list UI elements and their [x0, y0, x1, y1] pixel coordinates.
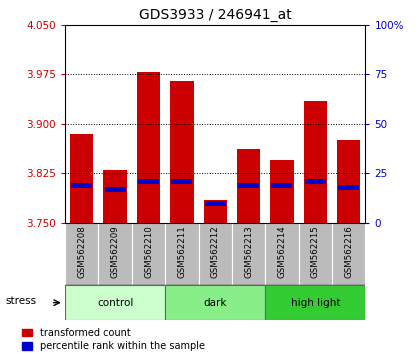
Bar — [165, 223, 199, 285]
Text: GSM562216: GSM562216 — [344, 225, 353, 278]
Title: GDS3933 / 246941_at: GDS3933 / 246941_at — [139, 8, 291, 22]
Bar — [238, 183, 259, 188]
Legend: transformed count, percentile rank within the sample: transformed count, percentile rank withi… — [21, 327, 206, 352]
Text: GSM562212: GSM562212 — [211, 225, 220, 278]
Bar — [171, 179, 192, 184]
Bar — [299, 223, 332, 285]
Bar — [332, 223, 365, 285]
Text: GSM562210: GSM562210 — [144, 225, 153, 278]
Bar — [170, 81, 194, 223]
Bar — [305, 179, 326, 184]
Text: dark: dark — [204, 298, 227, 308]
Text: GSM562208: GSM562208 — [77, 225, 86, 278]
Bar — [137, 72, 160, 223]
Text: control: control — [97, 298, 133, 308]
Bar — [337, 141, 360, 223]
Bar — [265, 223, 299, 285]
Text: stress: stress — [5, 296, 37, 306]
Bar — [103, 170, 127, 223]
Text: high light: high light — [291, 298, 340, 308]
Bar — [204, 200, 227, 223]
Bar — [98, 223, 132, 285]
Bar — [132, 223, 165, 285]
Text: GSM562209: GSM562209 — [110, 225, 120, 278]
Bar — [237, 149, 260, 223]
Bar — [165, 285, 265, 320]
Text: GSM562211: GSM562211 — [177, 225, 186, 278]
Bar — [65, 285, 165, 320]
Bar — [338, 185, 359, 190]
Bar — [199, 223, 232, 285]
Bar — [71, 183, 92, 188]
Bar — [138, 179, 159, 184]
Bar — [270, 160, 294, 223]
Bar — [70, 134, 94, 223]
Bar — [205, 201, 226, 206]
Bar — [265, 285, 365, 320]
Bar — [232, 223, 265, 285]
Bar — [271, 183, 292, 188]
Text: GSM562214: GSM562214 — [278, 225, 286, 278]
Text: GSM562215: GSM562215 — [311, 225, 320, 278]
Bar — [304, 101, 327, 223]
Bar — [105, 187, 126, 192]
Text: GSM562213: GSM562213 — [244, 225, 253, 278]
Bar — [65, 223, 98, 285]
